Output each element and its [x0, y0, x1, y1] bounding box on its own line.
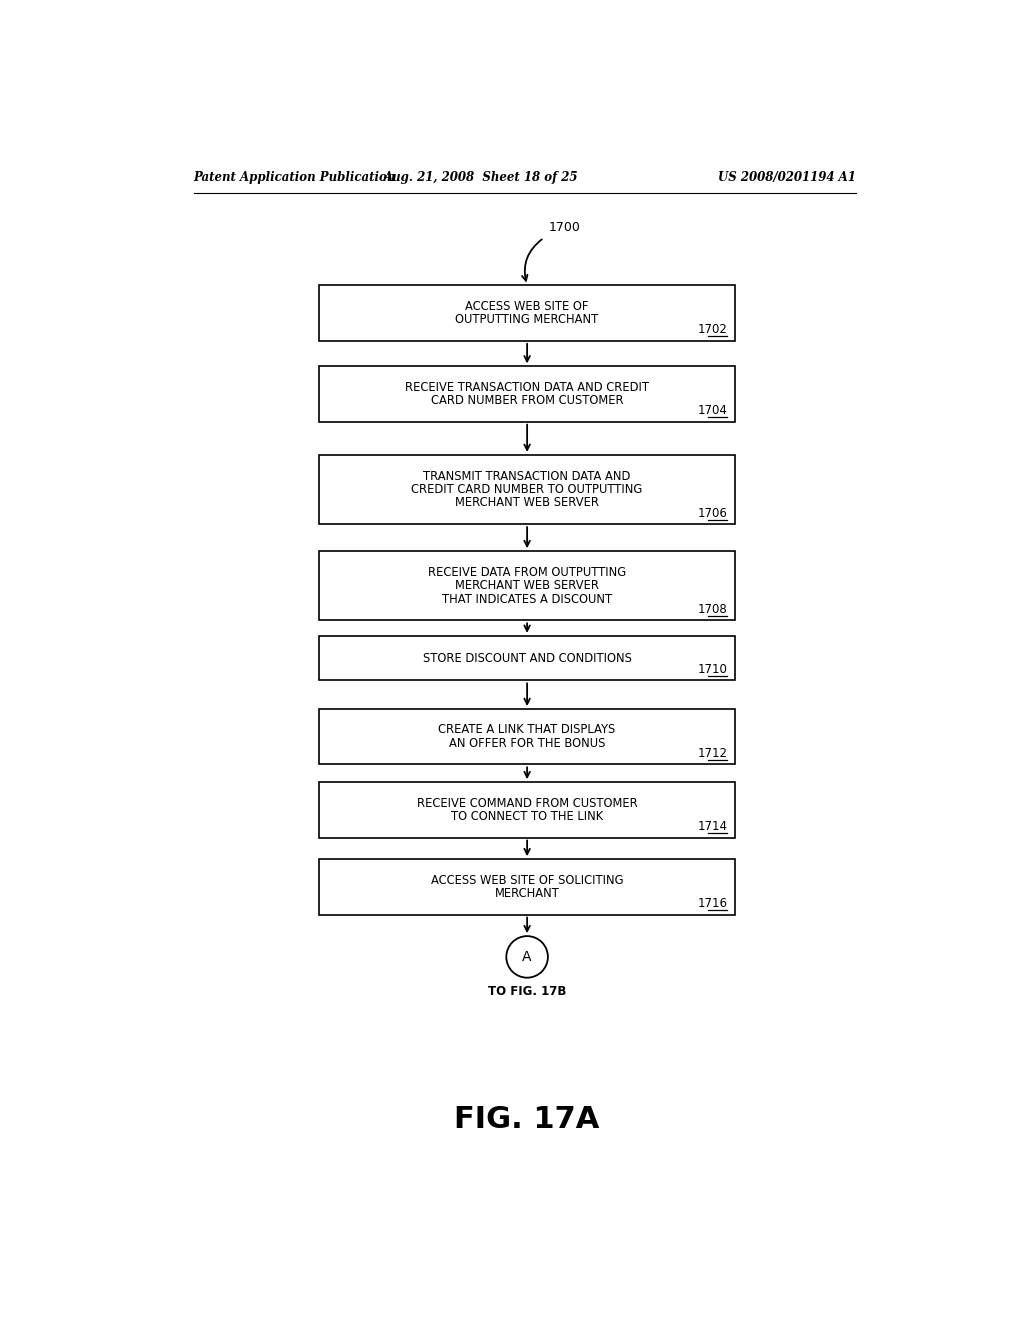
Text: CARD NUMBER FROM CUSTOMER: CARD NUMBER FROM CUSTOMER [431, 395, 624, 408]
Text: A: A [522, 950, 531, 964]
Bar [319, 455, 735, 524]
Text: ACCESS WEB SITE OF SOLICITING: ACCESS WEB SITE OF SOLICITING [431, 874, 624, 887]
Text: CREATE A LINK THAT DISPLAYS: CREATE A LINK THAT DISPLAYS [438, 723, 615, 737]
Text: MERCHANT WEB SERVER: MERCHANT WEB SERVER [455, 579, 599, 593]
Text: TRANSMIT TRANSACTION DATA AND: TRANSMIT TRANSACTION DATA AND [423, 470, 631, 483]
Text: 1706: 1706 [697, 507, 727, 520]
Text: AN OFFER FOR THE BONUS: AN OFFER FOR THE BONUS [449, 737, 605, 750]
Bar [319, 709, 735, 764]
Text: Aug. 21, 2008  Sheet 18 of 25: Aug. 21, 2008 Sheet 18 of 25 [384, 172, 579, 185]
Text: 1708: 1708 [697, 603, 727, 616]
Text: FIG. 17A: FIG. 17A [455, 1105, 600, 1134]
Text: US 2008/0201194 A1: US 2008/0201194 A1 [718, 172, 856, 185]
Text: RECEIVE COMMAND FROM CUSTOMER: RECEIVE COMMAND FROM CUSTOMER [417, 796, 638, 809]
Bar [319, 552, 735, 620]
Text: 1712: 1712 [697, 747, 727, 760]
Text: ACCESS WEB SITE OF: ACCESS WEB SITE OF [465, 300, 589, 313]
Text: TO FIG. 17B: TO FIG. 17B [487, 985, 566, 998]
Text: RECEIVE DATA FROM OUTPUTTING: RECEIVE DATA FROM OUTPUTTING [428, 566, 626, 578]
Text: OUTPUTTING MERCHANT: OUTPUTTING MERCHANT [456, 313, 599, 326]
Text: MERCHANT WEB SERVER: MERCHANT WEB SERVER [455, 496, 599, 510]
Bar [319, 285, 735, 341]
Text: THAT INDICATES A DISCOUNT: THAT INDICATES A DISCOUNT [442, 593, 612, 606]
Text: Patent Application Publication: Patent Application Publication [194, 172, 396, 185]
Text: TO CONNECT TO THE LINK: TO CONNECT TO THE LINK [451, 810, 603, 824]
Text: 1704: 1704 [697, 404, 727, 417]
Text: CREDIT CARD NUMBER TO OUTPUTTING: CREDIT CARD NUMBER TO OUTPUTTING [412, 483, 643, 496]
Bar [319, 859, 735, 915]
Bar [319, 636, 735, 681]
Text: MERCHANT: MERCHANT [495, 887, 559, 900]
Text: STORE DISCOUNT AND CONDITIONS: STORE DISCOUNT AND CONDITIONS [423, 652, 632, 665]
Text: 1700: 1700 [549, 220, 581, 234]
Text: 1716: 1716 [697, 896, 727, 909]
Text: 1702: 1702 [697, 323, 727, 337]
Text: 1714: 1714 [697, 820, 727, 833]
Text: RECEIVE TRANSACTION DATA AND CREDIT: RECEIVE TRANSACTION DATA AND CREDIT [406, 380, 649, 393]
Text: 1710: 1710 [697, 663, 727, 676]
Bar [319, 367, 735, 422]
Bar [319, 781, 735, 838]
